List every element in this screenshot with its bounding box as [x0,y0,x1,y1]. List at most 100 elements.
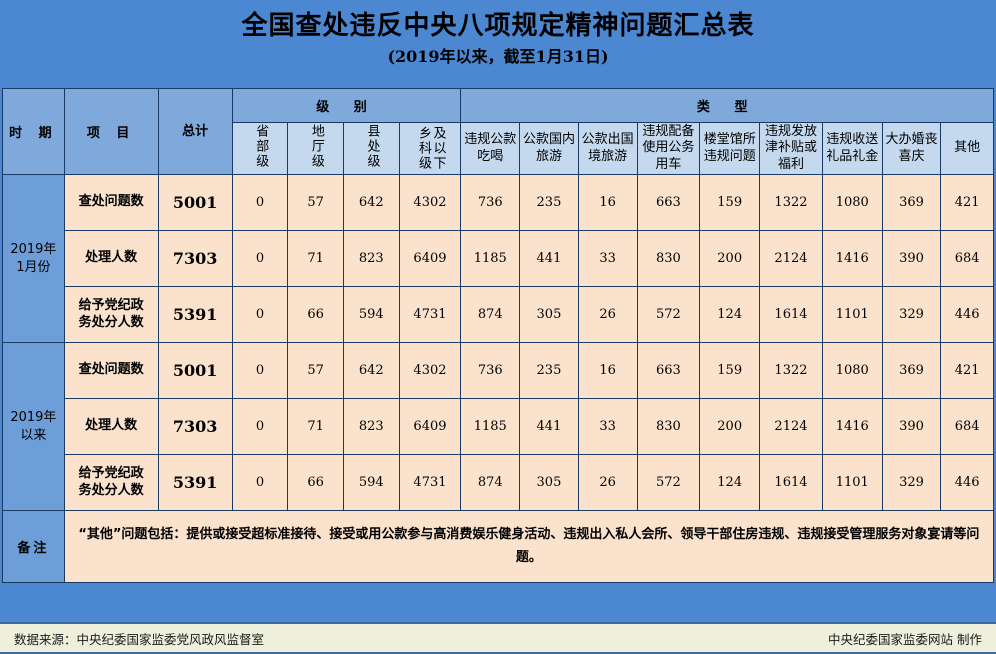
type-1-1-4: 200 [699,398,761,455]
type-0-1-0: 1185 [460,230,521,287]
total-0-0: 5001 [157,174,233,231]
type-1-2-6: 1101 [821,454,883,511]
item-cell-1-2: 给予党纪政 务处分人数 [63,454,159,511]
group-header-level: 级 别 [231,88,462,123]
type-1-2-1: 305 [519,454,579,511]
type-1-2-8: 446 [940,454,994,511]
type-line-4-0: 楼堂馆所 [703,132,756,148]
type-0-0-2: 16 [577,174,638,231]
col-header-type-5: 违规发放 津补贴或 福利 [759,122,823,175]
type-1-1-3: 830 [636,398,701,455]
type-0-2-3: 572 [636,286,701,343]
level-0-1-1: 71 [287,230,344,287]
type-1-1-1: 441 [519,398,579,455]
type-0-2-5: 1614 [759,286,823,343]
item-cell-1-1: 处理人数 [63,398,159,455]
type-0-1-6: 1416 [821,230,883,287]
type-line-0-0: 违规公款 [464,132,517,148]
item-line-1-2-0: 给予党纪政 [78,466,144,482]
col-header-level-3: 乡科级 及以下 [398,122,462,175]
type-0-2-2: 26 [577,286,638,343]
type-1-1-7: 390 [881,398,942,455]
col-header-type-0: 违规公款 吃喝 [460,122,521,175]
level-1-1-3: 6409 [398,398,462,455]
item-line-1-1-0: 处理人数 [85,418,138,434]
type-1-0-3: 663 [636,342,701,399]
type-1-0-0: 736 [460,342,521,399]
col-header-level-2: 县处级 [342,122,400,175]
level-1-0-3: 4302 [398,342,462,399]
table-container: 时 期 项 目 总计 级 别 类 型 省部级 地厅级 [0,88,996,622]
period-line-1-1: 以来 [20,427,47,443]
level-0-1-3: 6409 [398,230,462,287]
type-1-1-2: 33 [577,398,638,455]
table-row: 2019年 1月份 查处问题数 5001 0 57 642 4302 736 2… [2,174,994,343]
type-0-2-7: 329 [881,286,942,343]
level-0-2-3: 4731 [398,286,462,343]
period-cell-1: 2019年 以来 [2,342,65,511]
type-0-2-0: 874 [460,286,521,343]
level-0-2-1: 66 [287,286,344,343]
period-line-0-1: 1月份 [16,259,51,275]
table-row: 处理人数 7303 0 71 823 6409 1185 441 33 830 … [3,398,994,455]
level-0-0-3: 4302 [398,174,462,231]
type-line-5-1: 津补贴或 [764,140,817,156]
type-line-7-1: 喜庆 [898,148,925,164]
page-subtitle: (2019年以来，截至1月31日) [387,46,609,66]
type-0-2-1: 305 [519,286,579,343]
type-1-2-0: 874 [460,454,521,511]
type-0-0-4: 159 [699,174,761,231]
type-line-2-0: 公款出国 [581,132,634,148]
remark-row: 备注 “其他”问题包括：提供或接受超标准接待、接受或用公款参与高消费娱乐健身活动… [2,510,995,583]
type-line-5-2: 福利 [777,156,804,172]
type-line-1-0: 公款国内 [522,132,575,148]
total-1-2: 5391 [157,454,233,511]
remark-text: “其他”问题包括：提供或接受超标准接待、接受或用公款参与高消费娱乐健身活动、违规… [63,510,995,583]
col-header-type-3: 违规配备 使用公务 用车 [636,122,701,175]
remark-label: 备注 [2,510,65,583]
type-1-2-3: 572 [636,454,701,511]
type-0-2-8: 446 [940,286,994,343]
type-1-2-2: 26 [577,454,638,511]
type-0-1-7: 390 [881,230,942,287]
col-header-type-6: 违规收送 礼品礼金 [821,122,883,175]
level-0-2-0: 0 [231,286,289,343]
table-row: 给予党纪政 务处分人数 5391 0 66 594 4731 874 305 2… [3,286,994,343]
level-0-1-0: 0 [231,230,289,287]
period-cell-0: 2019年 1月份 [2,174,65,343]
level-1-0-2: 642 [342,342,400,399]
level-1-1-1: 71 [287,398,344,455]
col-header-type-2: 公款出国 境旅游 [577,122,638,175]
item-line-0-2-0: 给予党纪政 [78,298,144,314]
item-cell-0-1: 处理人数 [63,230,159,287]
col-header-period: 时 期 [2,88,65,175]
level-0-2-2: 594 [342,286,400,343]
level-label-3b: 及以下 [430,126,446,171]
level-0-1-2: 823 [342,230,400,287]
level-label-3a: 乡科级 [415,126,431,171]
type-0-0-8: 421 [940,174,994,231]
table-row: 处理人数 7303 0 71 823 6409 1185 441 33 830 … [3,230,994,287]
level-1-1-0: 0 [231,398,289,455]
type-1-0-8: 421 [940,342,994,399]
item-cell-0-2: 给予党纪政 务处分人数 [63,286,159,343]
type-line-6-1: 礼品礼金 [826,148,879,164]
footer-bar: 数据来源：中央纪委国家监委党风政风监督室 中央纪委国家监委网站 制作 [0,622,996,654]
type-line-3-2: 用车 [655,156,682,172]
item-line-0-1-0: 处理人数 [85,250,138,266]
type-1-0-5: 1322 [759,342,823,399]
type-1-2-5: 1614 [759,454,823,511]
type-line-3-1: 使用公务 [642,140,695,156]
type-line-6-0: 违规收送 [826,132,879,148]
level-0-0-2: 642 [342,174,400,231]
period-line-1-0: 2019年 [10,409,57,425]
col-header-item: 项 目 [63,88,159,175]
type-line-8-0: 其他 [954,140,981,156]
title-banner: 全国查处违反中央八项规定精神问题汇总表 (2019年以来，截至1月31日) [0,0,996,88]
item-line-0-2-1: 务处分人数 [78,314,144,330]
type-1-0-2: 16 [577,342,638,399]
group-header-type: 类 型 [460,88,994,123]
level-0-0-1: 57 [287,174,344,231]
col-header-level-0: 省部级 [231,122,289,175]
